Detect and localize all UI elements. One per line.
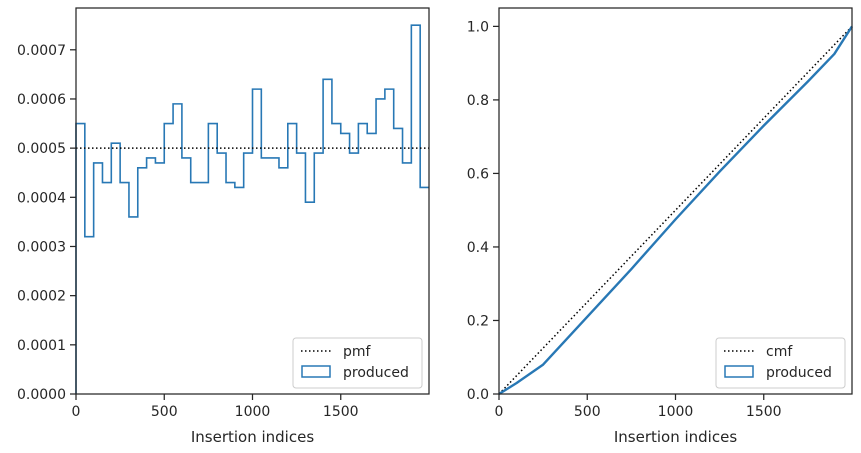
left-y-tick-label: 0.0006 [17,92,66,108]
left-y-tick-label: 0.0007 [17,43,66,59]
right-y-tick-label: 0.6 [467,166,489,182]
right-legend-produced-label: produced [766,365,832,381]
left-y-tick-label: 0.0005 [17,141,66,157]
left-plot-area [75,24,429,394]
right-y-tick-label: 0.2 [467,313,489,329]
left-chart-histogram: 0 500 1000 1500 0.00000.00010.00020.00030.0… [17,7,430,446]
right-y-tick-label: 0.4 [467,240,489,256]
left-y-tick-label: 0.0000 [17,387,66,403]
left-y-tick-label: 0.0002 [17,289,66,305]
right-x-tick-label: 1000 [658,404,694,420]
left-x-tick-label: 1000 [235,404,271,420]
left-y-tick-label: 0.0004 [17,190,66,206]
left-x-ticks: 0 500 1000 1500 [72,394,359,420]
right-y-tick-label: 1.0 [467,19,489,35]
right-chart-cumulative: 0 500 1000 1500 0.0 0.2 0.4 0.6 0.8 1.0 Insertio… [467,7,854,446]
left-y-tick-label: 0.0003 [17,239,66,255]
right-plot-area [498,25,854,396]
right-y-ticks: 0.0 0.2 0.4 0.6 0.8 1.0 [467,19,499,403]
left-x-tick-label: 0 [72,404,81,420]
left-produced-step-line [75,24,429,394]
right-produced-cumulative-line [498,25,854,396]
right-legend-cmf-label: cmf [766,344,793,360]
left-legend-produced-marker [301,365,331,378]
right-y-tick-label: 0.0 [467,387,489,403]
right-y-tick-label: 0.8 [467,93,489,109]
left-x-axis-label: Insertion indices [191,428,314,446]
left-x-tick-label: 500 [151,404,178,420]
right-legend-produced-marker [724,365,754,378]
left-legend-pmf-label: pmf [343,344,372,360]
left-legend: pmf produced [292,337,423,389]
right-cmf-line [498,25,853,395]
right-x-tick-label: 0 [495,404,504,420]
left-y-ticks: 0.0000 0.0001 0.0002 0.0003 0.0004 0.0005 0.00… [17,43,76,403]
left-y-tick-label: 0.0001 [17,338,66,354]
left-x-tick-label: 1500 [323,404,359,420]
right-x-ticks: 0 500 1000 1500 [495,394,782,420]
right-legend: cmf produced [715,337,846,389]
right-x-tick-label: 1500 [746,404,782,420]
right-axes-frame [498,7,853,395]
right-x-tick-label: 500 [574,404,601,420]
left-legend-produced-label: produced [343,365,409,381]
right-x-axis-label: Insertion indices [614,428,737,446]
